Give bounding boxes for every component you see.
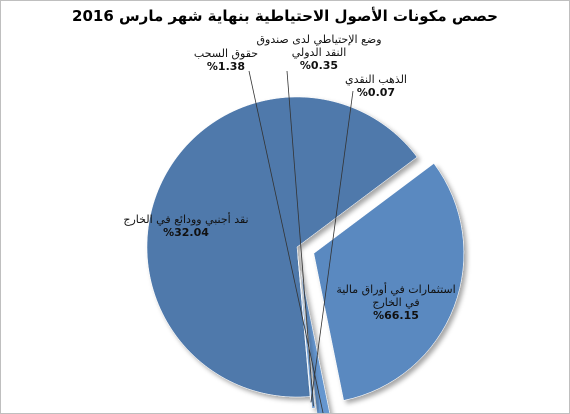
slice-label-4: الذهب النقدي%0.07 bbox=[345, 73, 407, 99]
slice-value-1: %32.04 bbox=[163, 226, 209, 239]
slice-name-3-1: النقد الدولي bbox=[292, 46, 347, 59]
slice-value-0: %66.15 bbox=[373, 309, 419, 322]
slice-label-1: نقد أجنبي وودائع في الخارج%32.04 bbox=[123, 212, 248, 239]
pie-slice-0 bbox=[146, 96, 418, 398]
slice-name-2-0: حقوق السحب bbox=[194, 47, 258, 60]
leader-line-2 bbox=[248, 70, 324, 413]
slice-name-1-0: نقد أجنبي وودائع في الخارج bbox=[123, 212, 248, 226]
slice-name-3-0: وضع الإحتياطي لدى صندوق bbox=[256, 33, 381, 46]
pie-slice-1 bbox=[313, 163, 465, 401]
chart-title: حصص مكونات الأصول الاحتياطية بنهاية شهر … bbox=[72, 7, 498, 25]
leader-line-4 bbox=[310, 90, 354, 403]
slice-name-4-0: الذهب النقدي bbox=[345, 73, 407, 86]
slice-value-4: %0.07 bbox=[357, 86, 395, 99]
leader-line-3 bbox=[286, 70, 314, 407]
slice-name-0-0: استثمارات في أوراق مالية bbox=[336, 282, 455, 296]
slice-value-3: %0.35 bbox=[300, 59, 338, 72]
slice-label-2: حقوق السحب%1.38 bbox=[194, 47, 258, 73]
pie-slice-2 bbox=[300, 270, 330, 413]
slice-name-0-1: في الخارج bbox=[372, 296, 419, 309]
pie-slice-4 bbox=[297, 254, 312, 405]
slice-value-2: %1.38 bbox=[207, 60, 245, 73]
